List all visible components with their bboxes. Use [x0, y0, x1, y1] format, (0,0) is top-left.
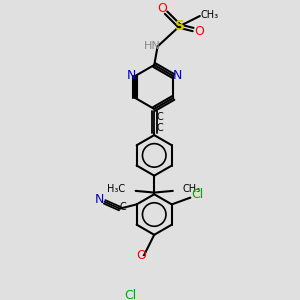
- Text: Cl: Cl: [191, 188, 203, 201]
- Text: N: N: [173, 70, 182, 83]
- Text: O: O: [157, 2, 167, 15]
- Text: C: C: [157, 112, 164, 122]
- Text: H₃C: H₃C: [107, 184, 125, 194]
- Text: CH₃: CH₃: [200, 10, 218, 20]
- Text: Cl: Cl: [124, 289, 137, 300]
- Text: N: N: [95, 193, 104, 206]
- Text: O: O: [194, 25, 204, 38]
- Text: C: C: [120, 202, 127, 212]
- Text: HN: HN: [144, 41, 161, 51]
- Text: O: O: [136, 249, 146, 262]
- Text: CH₃: CH₃: [183, 184, 201, 194]
- Text: N: N: [126, 70, 136, 83]
- Text: S: S: [175, 19, 184, 33]
- Text: C: C: [157, 123, 164, 134]
